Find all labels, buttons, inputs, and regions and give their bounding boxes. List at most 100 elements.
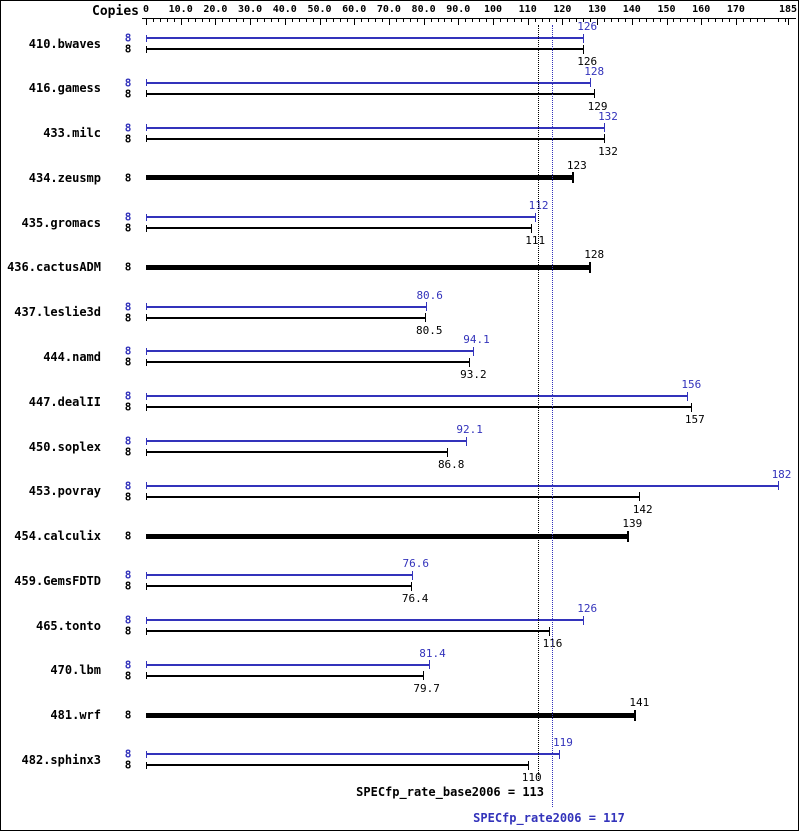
axis-major-tick [701,19,703,25]
axis-tick-label: 80.0 [411,4,436,15]
axis-major-tick [284,19,286,25]
axis-tick-label: 60.0 [342,4,367,15]
base-bar-endcap [627,530,630,542]
benchmark-name: 433.milc [43,126,101,141]
axis-minor-tick [520,19,522,22]
peak-bar-endcap [583,615,585,625]
base-bar [146,495,639,498]
axis-minor-tick [201,19,203,22]
axis-minor-tick [534,19,536,22]
axis-minor-tick [652,19,654,22]
base-bar-startcap [146,45,147,53]
base-bar-endcap [604,134,605,144]
peak-bar [146,395,688,398]
copies-value: 8 [124,445,132,459]
base-bar [146,361,470,364]
benchmark-name: 482.sphinx3 [21,752,101,767]
axis-major-tick [388,19,390,25]
axis-major-tick [180,19,182,25]
base-bar-endcap [548,626,550,636]
axis-tick-label: 50.0 [307,4,332,15]
copies-value: 8 [124,479,132,493]
benchmark-name: 447.dealII [28,394,101,409]
axis-minor-tick [194,19,196,22]
axis-minor-tick [680,19,682,22]
axis-minor-tick [236,19,238,22]
peak-value-label: 81.4 [419,646,446,660]
benchmark-name: 416.gamess [28,81,101,96]
peak-bar-startcap [146,34,147,42]
axis-tick-label: 120 [553,4,572,15]
axis-minor-tick [694,19,696,22]
peak-bar-startcap [146,303,147,311]
axis-line [142,18,796,19]
base-value-label: 123 [566,158,587,172]
peak-bar [146,619,584,622]
axis-major-tick [735,19,737,25]
axis-minor-tick [298,19,300,22]
axis-minor-tick [437,19,439,22]
axis-major-tick [527,19,529,25]
axis-tick-label: 10.0 [168,4,193,15]
axis-minor-tick [416,19,418,22]
axis-minor-tick [187,19,189,22]
axis-minor-tick [159,19,161,22]
peak-bar-endcap [534,212,536,222]
axis-minor-tick [257,19,258,22]
peak-bar-endcap [425,302,427,312]
copies-value: 8 [124,579,132,593]
copies-value: 8 [124,344,132,358]
peak-bar-startcap [146,571,147,579]
peak-bar-startcap [146,213,147,221]
base-bar-startcap [146,135,147,143]
base-bar-startcap [146,90,147,98]
copies-value: 8 [124,210,132,224]
axis-minor-tick [333,19,335,22]
base-value-label: 142 [632,502,653,516]
peak-bar [146,440,466,443]
benchmark-name: 437.leslie3d [14,305,101,320]
axis-minor-tick [513,19,515,22]
axis-major-tick [354,19,356,25]
peak-value-label: 94.1 [463,333,490,347]
base-value-label: 116 [542,637,563,651]
benchmark-name: 453.povray [28,484,101,499]
peak-bar-startcap [146,392,147,400]
copies-value: 8 [124,568,132,582]
axis-minor-tick [326,19,328,22]
axis-tick-label: 110 [518,4,537,15]
copies-value: 8 [124,389,132,403]
copies-value: 8 [124,747,132,761]
axis-minor-tick [270,19,272,22]
base-value-label: 141 [629,696,650,710]
axis-major-tick [423,19,425,25]
peak-value-label: 132 [598,109,618,123]
peak-bar-endcap [558,749,560,759]
peak-bar-endcap [428,660,430,670]
axis-minor-tick [715,19,717,22]
benchmark-name: 454.calculix [14,529,101,544]
peak-value-label: 80.6 [416,288,443,302]
copies-value: 8 [124,132,132,146]
base-value-label: 79.7 [413,681,440,695]
copies-value: 8 [124,355,132,369]
axis-minor-tick [409,19,411,22]
copies-value: 8 [124,658,132,672]
axis-major-tick [215,19,217,25]
axis-minor-tick [611,19,612,22]
peak-value-label: 156 [681,378,702,392]
axis-minor-tick [687,19,689,22]
peak-bar-endcap [411,570,413,580]
axis-major-tick [146,19,147,25]
axis-major-tick [788,19,789,25]
copies-value: 8 [124,221,132,235]
benchmark-name: 465.tonto [35,618,101,633]
axis-minor-tick [749,19,751,22]
peak-value-label: 182 [771,467,792,481]
axis-minor-tick [548,19,550,22]
base-bar-thick [146,264,591,270]
copies-value: 8 [124,31,132,45]
axis-minor-tick [208,19,210,22]
base-bar-startcap [146,314,147,322]
